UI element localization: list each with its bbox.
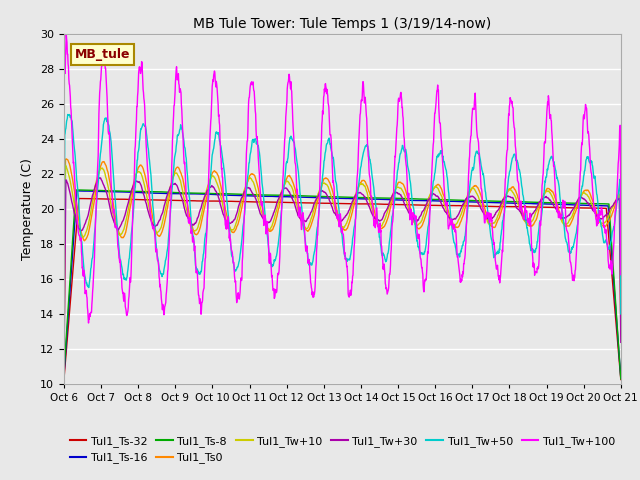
Tul1_Tw+100 [308, 289, 316, 295]
Tul1_Ts0 [617, 328, 625, 334]
Tul1_Tw+10 [104, 181, 111, 187]
Tul1_Ts-32 [126, 196, 134, 202]
Tul1_Tw+100 [378, 243, 385, 249]
Tul1_Tw+30 [126, 192, 134, 198]
Tul1_Ts0 [378, 226, 385, 232]
Tul1_Tw+50 [378, 248, 385, 253]
Tul1_Tw+100 [617, 272, 625, 277]
Tul1_Ts0 [63, 156, 70, 162]
Tul1_Ts0 [308, 219, 316, 225]
Tul1_Ts-8 [297, 193, 305, 199]
Line: Tul1_Ts0: Tul1_Ts0 [64, 159, 621, 360]
Tul1_Ts-32 [378, 201, 385, 207]
Tul1_Ts-16 [297, 194, 305, 200]
Tul1_Tw+30 [378, 217, 385, 223]
Tul1_Tw+100 [60, 225, 68, 231]
Tul1_Ts0 [60, 357, 68, 362]
Tul1_Tw+10 [318, 181, 326, 187]
Legend: Tul1_Ts-32, Tul1_Ts-16, Tul1_Ts-8, Tul1_Ts0, Tul1_Tw+10, Tul1_Tw+30, Tul1_Tw+50,: Tul1_Ts-32, Tul1_Ts-16, Tul1_Ts-8, Tul1_… [65, 432, 620, 468]
Tul1_Ts0 [297, 211, 305, 216]
Tul1_Tw+100 [104, 116, 111, 122]
Tul1_Tw+50 [318, 179, 326, 185]
Tul1_Tw+100 [319, 108, 326, 114]
Title: MB Tule Tower: Tule Temps 1 (3/19/14-now): MB Tule Tower: Tule Temps 1 (3/19/14-now… [193, 17, 492, 31]
Tul1_Ts-8 [378, 195, 385, 201]
Tul1_Ts-16 [60, 372, 68, 378]
Line: Tul1_Ts-16: Tul1_Ts-16 [64, 191, 621, 378]
Tul1_Tw+50 [297, 196, 305, 202]
Tul1_Ts-8 [126, 189, 134, 194]
Tul1_Tw+30 [617, 339, 625, 345]
Tul1_Ts-32 [318, 200, 326, 206]
Tul1_Tw+10 [378, 223, 385, 228]
Tul1_Tw+10 [60, 359, 68, 364]
Line: Tul1_Tw+30: Tul1_Tw+30 [64, 178, 621, 369]
Tul1_Ts-8 [72, 187, 80, 193]
Tul1_Ts-16 [318, 195, 326, 201]
Tul1_Ts-32 [617, 377, 625, 383]
Tul1_Tw+30 [60, 366, 68, 372]
Line: Tul1_Ts-32: Tul1_Ts-32 [64, 199, 621, 380]
Tul1_Ts0 [126, 205, 134, 211]
Tul1_Tw+50 [64, 111, 72, 117]
Tul1_Ts0 [318, 181, 326, 187]
Y-axis label: Temperature (C): Temperature (C) [22, 158, 35, 260]
Tul1_Tw+100 [297, 217, 305, 223]
Tul1_Ts-8 [60, 369, 68, 374]
Tul1_Tw+10 [617, 327, 625, 333]
Tul1_Tw+50 [60, 303, 68, 309]
Line: Tul1_Tw+10: Tul1_Tw+10 [64, 165, 621, 361]
Line: Tul1_Ts-8: Tul1_Ts-8 [64, 190, 621, 379]
Tul1_Ts-16 [378, 196, 385, 202]
Tul1_Ts-16 [308, 194, 316, 200]
Line: Tul1_Tw+50: Tul1_Tw+50 [64, 114, 621, 314]
Tul1_Tw+10 [126, 197, 134, 203]
Tul1_Ts-32 [308, 200, 316, 206]
Tul1_Tw+10 [308, 213, 316, 219]
Tul1_Ts-8 [104, 188, 111, 193]
Tul1_Tw+30 [297, 216, 305, 222]
Tul1_Tw+50 [617, 311, 625, 317]
Tul1_Tw+10 [297, 216, 305, 222]
Tul1_Tw+100 [62, 31, 70, 36]
Tul1_Ts-32 [297, 200, 305, 206]
Tul1_Ts-16 [104, 189, 111, 194]
Tul1_Ts-32 [104, 196, 111, 202]
Tul1_Ts-16 [617, 375, 625, 381]
Tul1_Ts-8 [308, 193, 316, 199]
Tul1_Tw+50 [308, 261, 316, 267]
Tul1_Tw+30 [95, 175, 103, 180]
Tul1_Tw+30 [308, 207, 316, 213]
Tul1_Tw+100 [84, 320, 92, 326]
Text: MB_tule: MB_tule [75, 48, 131, 61]
Tul1_Ts0 [104, 168, 111, 174]
Tul1_Ts-32 [75, 196, 83, 202]
Tul1_Ts-8 [617, 376, 625, 382]
Tul1_Tw+100 [127, 279, 134, 285]
Tul1_Tw+50 [126, 247, 134, 252]
Tul1_Tw+50 [104, 117, 111, 122]
Tul1_Ts-32 [60, 376, 68, 382]
Tul1_Ts-8 [318, 193, 326, 199]
Tul1_Tw+10 [61, 162, 69, 168]
Line: Tul1_Tw+100: Tul1_Tw+100 [64, 34, 621, 323]
Tul1_Ts-16 [126, 189, 134, 195]
Tul1_Tw+30 [104, 193, 111, 199]
Tul1_Ts-16 [73, 188, 81, 194]
Tul1_Tw+30 [318, 188, 326, 193]
